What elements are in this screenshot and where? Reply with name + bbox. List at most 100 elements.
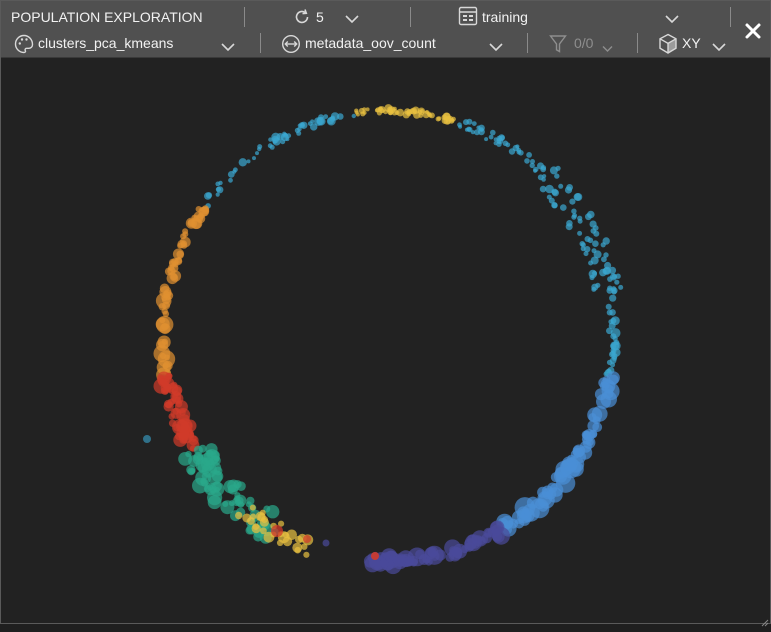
- scatter-point[interactable]: [159, 283, 170, 294]
- scatter-point[interactable]: [533, 168, 538, 173]
- scatter-point[interactable]: [466, 126, 472, 132]
- scatter-point[interactable]: [569, 198, 576, 205]
- scatter-point[interactable]: [228, 177, 233, 183]
- scatter-point[interactable]: [582, 436, 596, 449]
- scatter-point[interactable]: [250, 513, 257, 520]
- scatter-point[interactable]: [143, 435, 151, 443]
- scatter-point[interactable]: [499, 135, 505, 141]
- scatter-point[interactable]: [159, 317, 166, 324]
- scatter-point[interactable]: [611, 289, 617, 295]
- scatter-point[interactable]: [603, 266, 612, 275]
- scatter-point[interactable]: [554, 173, 560, 179]
- scatter-point[interactable]: [257, 146, 262, 152]
- scatter-point[interactable]: [310, 119, 315, 124]
- scatter-point[interactable]: [587, 210, 595, 219]
- scatter-canvas[interactable]: [1, 58, 770, 623]
- chevron-down-icon[interactable]: [602, 40, 613, 58]
- scatter-point[interactable]: [403, 557, 413, 567]
- scatter-point[interactable]: [182, 231, 189, 238]
- scatter-point[interactable]: [330, 115, 335, 120]
- scatter-point[interactable]: [612, 355, 618, 361]
- scatter-point[interactable]: [470, 130, 475, 135]
- scatter-point[interactable]: [529, 162, 535, 169]
- scatter-point[interactable]: [450, 118, 455, 123]
- scatter-point[interactable]: [592, 240, 599, 247]
- scatter-point[interactable]: [610, 328, 621, 338]
- scatter-point[interactable]: [587, 420, 599, 432]
- scatter-point[interactable]: [259, 509, 266, 516]
- scatter-point[interactable]: [268, 137, 273, 142]
- scatter-point[interactable]: [502, 140, 509, 147]
- scatter-point[interactable]: [207, 495, 222, 510]
- scatter-point[interactable]: [379, 559, 388, 568]
- scatter-point[interactable]: [394, 110, 400, 116]
- close-icon[interactable]: [743, 21, 763, 41]
- scatter-point[interactable]: [209, 461, 222, 475]
- chevron-down-icon[interactable]: [345, 11, 359, 29]
- scatter-point[interactable]: [458, 124, 463, 129]
- scatter-point[interactable]: [271, 525, 283, 537]
- scatter-point[interactable]: [392, 106, 397, 111]
- scatter-point[interactable]: [584, 246, 591, 253]
- scatter-point[interactable]: [427, 546, 439, 558]
- scatter-point[interactable]: [227, 479, 240, 493]
- scatter-point[interactable]: [496, 139, 502, 144]
- scatter-point[interactable]: [591, 283, 599, 291]
- scatter-point[interactable]: [548, 197, 555, 204]
- scatter-point[interactable]: [215, 192, 220, 197]
- scatter-point[interactable]: [593, 250, 602, 259]
- scatter-point[interactable]: [215, 186, 221, 192]
- scatter-point[interactable]: [451, 547, 463, 558]
- embedding-scatter-plot[interactable]: [1, 58, 770, 623]
- scatter-point[interactable]: [271, 132, 281, 142]
- size-by-select[interactable]: metadata_oov_count: [305, 35, 436, 51]
- scatter-point[interactable]: [252, 523, 260, 530]
- scatter-point[interactable]: [615, 273, 621, 279]
- scatter-point[interactable]: [162, 360, 173, 371]
- scatter-point[interactable]: [602, 237, 610, 245]
- scatter-point[interactable]: [172, 407, 180, 415]
- scatter-point[interactable]: [261, 516, 268, 523]
- scatter-point[interactable]: [425, 110, 429, 114]
- scatter-point[interactable]: [511, 510, 526, 524]
- scatter-point[interactable]: [558, 183, 564, 189]
- scatter-point[interactable]: [488, 134, 494, 140]
- scatter-point[interactable]: [191, 218, 203, 229]
- scatter-point[interactable]: [242, 513, 252, 523]
- scatter-point[interactable]: [260, 527, 267, 535]
- scatter-point[interactable]: [571, 208, 577, 214]
- scatter-point[interactable]: [205, 192, 213, 199]
- scatter-point[interactable]: [176, 250, 184, 258]
- scatter-point[interactable]: [303, 551, 310, 558]
- scatter-point[interactable]: [609, 294, 617, 302]
- scatter-point[interactable]: [606, 309, 613, 316]
- scatter-point[interactable]: [246, 159, 251, 164]
- scatter-point[interactable]: [255, 151, 259, 156]
- scatter-point[interactable]: [159, 378, 167, 386]
- scatter-point[interactable]: [322, 539, 330, 547]
- scatter-point[interactable]: [161, 308, 168, 315]
- scatter-point[interactable]: [566, 184, 573, 191]
- scatter-point[interactable]: [235, 496, 244, 505]
- scatter-point[interactable]: [577, 230, 583, 236]
- scatter-point[interactable]: [537, 162, 544, 170]
- filter-icon[interactable]: [549, 34, 567, 59]
- scatter-point[interactable]: [198, 212, 205, 219]
- scatter-point[interactable]: [175, 419, 189, 433]
- scatter-point[interactable]: [592, 270, 597, 276]
- scatter-point[interactable]: [606, 371, 620, 385]
- scatter-point[interactable]: [303, 535, 311, 543]
- scatter-point[interactable]: [294, 546, 302, 554]
- scatter-point[interactable]: [466, 118, 473, 125]
- color-by-select[interactable]: clusters_pca_kmeans: [38, 35, 174, 51]
- scatter-point[interactable]: [201, 206, 210, 215]
- scatter-point[interactable]: [228, 500, 235, 507]
- scatter-point[interactable]: [611, 341, 621, 351]
- scatter-point[interactable]: [608, 322, 616, 330]
- scatter-point[interactable]: [232, 169, 237, 174]
- scatter-point[interactable]: [471, 530, 489, 547]
- scatter-point[interactable]: [530, 159, 535, 164]
- scatter-point[interactable]: [165, 372, 173, 380]
- scatter-point[interactable]: [166, 272, 179, 285]
- scatter-point[interactable]: [444, 116, 449, 121]
